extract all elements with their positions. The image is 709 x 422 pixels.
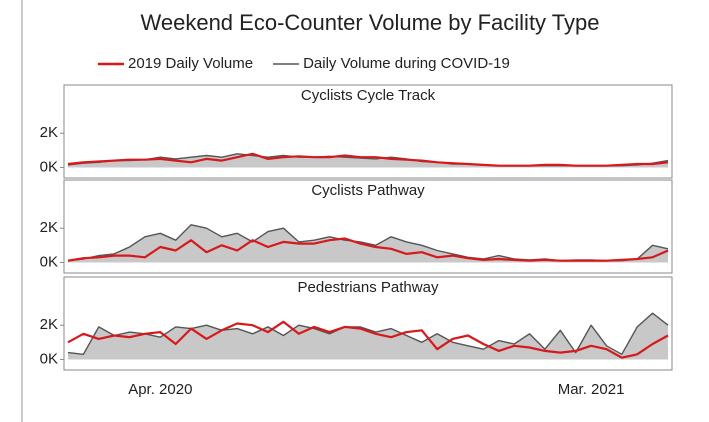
- panel-frame: [63, 179, 673, 274]
- line: [67, 320, 669, 359]
- area: [68, 313, 668, 360]
- y-tick-label: 0K: [40, 350, 58, 367]
- y-tick-label: 0K: [40, 158, 58, 175]
- panel-frame: [63, 84, 673, 179]
- panel-title: Pedestrians Pathway: [298, 279, 439, 296]
- y-tick-label: 2K: [40, 219, 58, 236]
- line: [67, 312, 669, 355]
- y-tick-label: 0K: [40, 253, 58, 270]
- y-tick-label: 2K: [40, 124, 58, 141]
- panel-title: Cyclists Pathway: [311, 182, 425, 199]
- legend-label: Daily Volume during COVID-19: [303, 55, 510, 72]
- panel-frame: [63, 276, 673, 371]
- x-tick-label: Mar. 2021: [558, 381, 625, 398]
- x-tick-label: Apr. 2020: [128, 381, 192, 398]
- panel-title: Cyclists Cycle Track: [301, 87, 436, 104]
- line: [67, 152, 669, 167]
- line: [67, 237, 669, 262]
- y-tick-label: 2K: [40, 316, 58, 333]
- chart-title: Weekend Eco-Counter Volume by Facility T…: [141, 10, 600, 35]
- legend-label: 2019 Daily Volume: [128, 55, 253, 72]
